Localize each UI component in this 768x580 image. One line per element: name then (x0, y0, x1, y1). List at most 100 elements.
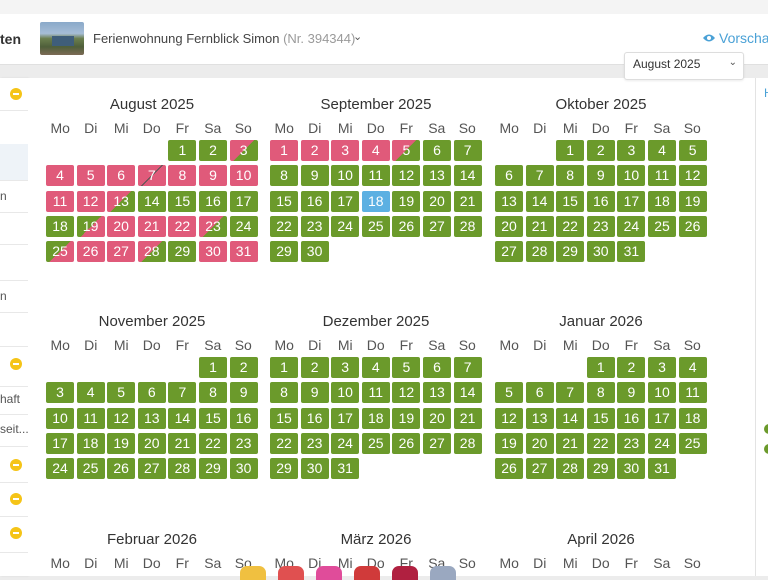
calendar-day[interactable]: 14 (137, 190, 166, 212)
calendar-day[interactable]: 6 (423, 357, 451, 378)
property-thumbnail[interactable] (40, 22, 84, 55)
calendar-day[interactable]: 2 (586, 140, 615, 161)
calendar-day[interactable]: 17 (617, 190, 646, 212)
sidebar-item[interactable]: seit... (0, 414, 28, 447)
calendar-day[interactable]: 6 (107, 165, 136, 187)
calendar-day[interactable]: 28 (525, 241, 554, 263)
calendar-day[interactable]: 9 (586, 165, 615, 187)
sidebar-item-active[interactable] (0, 144, 28, 181)
calendar-day[interactable]: 13 (107, 190, 136, 212)
calendar-day[interactable]: 14 (453, 382, 482, 404)
calendar-day[interactable]: 25 (361, 215, 390, 237)
calendar-day[interactable]: 4 (678, 357, 707, 378)
calendar-day[interactable]: 4 (361, 357, 390, 378)
calendar-day[interactable]: 5 (392, 357, 421, 378)
calendar-day[interactable]: 15 (199, 407, 227, 429)
calendar-day[interactable]: 2 (300, 357, 329, 378)
calendar-day[interactable]: 15 (556, 190, 585, 212)
calendar-day[interactable]: 14 (525, 190, 554, 212)
calendar-day[interactable]: 27 (495, 241, 523, 263)
calendar-day[interactable]: 12 (107, 407, 136, 429)
calendar-day[interactable]: 2 (229, 357, 258, 378)
calendar-day[interactable]: 11 (46, 190, 74, 212)
calendar-day[interactable]: 7 (453, 140, 482, 161)
calendar-day[interactable]: 5 (76, 165, 105, 187)
calendar-day[interactable]: 20 (107, 215, 136, 237)
calendar-day[interactable]: 14 (556, 407, 585, 429)
calendar-day[interactable]: 24 (648, 432, 676, 454)
calendar-day[interactable]: 23 (617, 432, 646, 454)
calendar-day[interactable]: 4 (76, 382, 105, 404)
calendar-day[interactable]: 20 (525, 432, 554, 454)
calendar-day[interactable]: 7 (168, 382, 197, 404)
calendar-day[interactable]: 29 (199, 458, 227, 480)
calendar-day[interactable]: 10 (617, 165, 646, 187)
calendar-day[interactable]: 4 (361, 140, 390, 161)
calendar-day[interactable]: 12 (392, 165, 421, 187)
month-select[interactable]: August 2025 ⌄ (624, 52, 744, 80)
calendar-day[interactable]: 16 (199, 190, 227, 212)
calendar-day[interactable]: 5 (495, 382, 523, 404)
calendar-day[interactable]: 26 (76, 241, 105, 263)
calendar-day[interactable]: 5 (392, 140, 421, 161)
calendar-day[interactable]: 9 (199, 165, 227, 187)
calendar-day[interactable]: 30 (617, 458, 646, 480)
calendar-day[interactable]: 14 (168, 407, 197, 429)
calendar-day[interactable]: 6 (137, 382, 166, 404)
calendar-day[interactable]: 19 (678, 190, 707, 212)
calendar-day[interactable]: 11 (648, 165, 676, 187)
calendar-day[interactable]: 9 (617, 382, 646, 404)
calendar-day[interactable]: 12 (392, 382, 421, 404)
calendar-day[interactable]: 21 (137, 215, 166, 237)
calendar-day[interactable]: 26 (392, 432, 421, 454)
calendar-day[interactable]: 25 (46, 241, 74, 263)
calendar-day[interactable]: 29 (586, 458, 615, 480)
calendar-day[interactable]: 24 (331, 215, 360, 237)
app-icon[interactable] (354, 566, 380, 580)
calendar-day[interactable]: 26 (107, 458, 136, 480)
calendar-day[interactable]: 1 (270, 357, 298, 378)
calendar-day[interactable]: 13 (137, 407, 166, 429)
calendar-day[interactable]: 27 (423, 432, 451, 454)
calendar-day[interactable]: 7 (556, 382, 585, 404)
calendar-day[interactable]: 27 (137, 458, 166, 480)
calendar-day[interactable]: 19 (392, 190, 421, 212)
calendar-day[interactable]: 10 (331, 382, 360, 404)
calendar-day[interactable]: 16 (229, 407, 258, 429)
calendar-day[interactable]: 23 (199, 215, 227, 237)
calendar-day[interactable]: 23 (300, 432, 329, 454)
calendar-day[interactable]: 3 (617, 140, 646, 161)
sidebar-item[interactable] (0, 78, 28, 111)
sidebar-item[interactable]: haft (0, 386, 28, 415)
calendar-day[interactable]: 12 (76, 190, 105, 212)
calendar-day[interactable]: 22 (270, 432, 298, 454)
calendar-day[interactable]: 10 (331, 165, 360, 187)
calendar-day[interactable]: 5 (107, 382, 136, 404)
calendar-day[interactable]: 8 (270, 382, 298, 404)
calendar-day[interactable]: 1 (270, 140, 298, 161)
calendar-day[interactable]: 9 (300, 382, 329, 404)
calendar-day[interactable]: 14 (453, 165, 482, 187)
calendar-day[interactable]: 18 (46, 215, 74, 237)
calendar-day[interactable]: 17 (331, 407, 360, 429)
app-icon[interactable] (430, 566, 456, 580)
calendar-day[interactable]: 25 (76, 458, 105, 480)
calendar-day[interactable]: 19 (76, 215, 105, 237)
calendar-day[interactable]: 21 (168, 432, 197, 454)
calendar-day[interactable]: 30 (300, 241, 329, 263)
calendar-day[interactable]: 13 (423, 165, 451, 187)
header-crumb[interactable]: ten (0, 31, 21, 47)
calendar-day[interactable]: 26 (678, 215, 707, 237)
calendar-day[interactable]: 20 (423, 407, 451, 429)
calendar-day[interactable]: 13 (525, 407, 554, 429)
calendar-day[interactable]: 17 (331, 190, 360, 212)
calendar-day[interactable]: 2 (199, 140, 227, 161)
calendar-day[interactable]: 16 (586, 190, 615, 212)
app-icon[interactable] (240, 566, 266, 580)
calendar-day[interactable]: 31 (617, 241, 646, 263)
calendar-day[interactable]: 3 (229, 140, 258, 161)
calendar-day[interactable]: 21 (453, 190, 482, 212)
calendar-day[interactable]: 3 (46, 382, 74, 404)
calendar-day[interactable]: 27 (525, 458, 554, 480)
app-icon[interactable] (392, 566, 418, 580)
